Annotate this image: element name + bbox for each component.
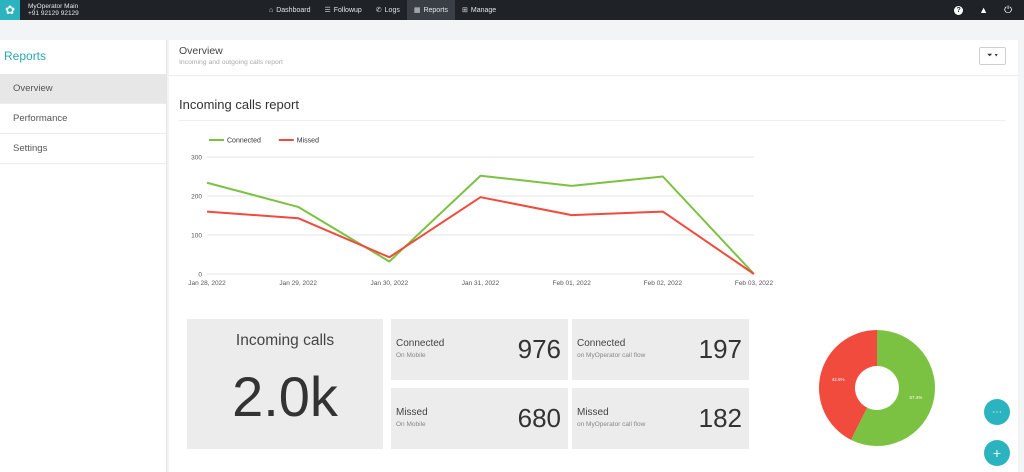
donut-slice-missed: [819, 330, 877, 440]
card-value: 976: [517, 334, 561, 364]
x-tick-label: Jan 29, 2022: [279, 280, 317, 287]
filter-icon: ⏷ ▾: [987, 52, 998, 59]
nav-label: Manage: [470, 6, 497, 14]
card-label: Missed: [577, 407, 609, 418]
x-tick-label: Jan 31, 2022: [462, 280, 500, 287]
filter-button[interactable]: ⏷ ▾: [979, 47, 1006, 65]
main-nav: ⌂ Dashboard ☰ Followup ✆ Logs ▦ Reports ⊞ Man…: [262, 0, 503, 20]
panel-header: Overview Incoming and outgoing calls rep…: [169, 40, 1018, 76]
y-tick-label: 200: [191, 194, 202, 201]
logo-icon: ✿: [0, 0, 20, 20]
x-tick-label: Jan 28, 2022: [188, 280, 226, 287]
series-line-missed: [206, 196, 755, 275]
incoming-calls-value: 2.0k: [232, 365, 338, 428]
missed-mobile-card: Missed On Mobile 680: [391, 388, 568, 449]
brand[interactable]: ✿ MyOperator Main +91 92129 92129: [0, 0, 79, 20]
more-button[interactable]: ⋯: [984, 399, 1010, 425]
card-label: Connected: [577, 338, 626, 349]
nav-followup[interactable]: ☰ Followup: [317, 0, 368, 20]
grid-icon: ⊞: [461, 7, 468, 14]
legend-label: Connected: [227, 138, 261, 145]
nav-reports[interactable]: ▦ Reports: [406, 0, 455, 20]
card-label: Missed: [396, 407, 428, 418]
nav-label: Reports: [423, 6, 448, 14]
help-icon[interactable]: ?: [954, 5, 964, 15]
nav-label: Logs: [384, 6, 400, 14]
section-title: Incoming calls report: [179, 97, 299, 112]
divider: [179, 120, 1006, 121]
donut-slice-label: 57.4%: [910, 395, 923, 400]
card-sub: On Mobile: [396, 352, 426, 359]
sidebar: Reports Overview Performance Settings: [0, 40, 167, 472]
add-button[interactable]: +: [984, 440, 1010, 466]
nav-label: Dashboard: [276, 6, 311, 14]
series-line-connected: [206, 174, 755, 275]
list-icon: ☰: [324, 7, 331, 14]
page-subtitle: Incoming and outgoing calls report: [179, 59, 283, 66]
top-actions: ? ▲ ⏻: [954, 0, 1012, 20]
more-icon: ⋯: [992, 406, 1002, 418]
x-tick-label: Jan 30, 2022: [371, 280, 409, 287]
card-value: 197: [698, 334, 742, 364]
sidebar-title: Reports: [4, 49, 47, 63]
nav-logs[interactable]: ✆ Logs: [369, 0, 407, 20]
connected-mobile-card: Connected On Mobile 976: [391, 319, 568, 380]
card-label: Connected: [396, 338, 445, 349]
missed-flow-card: Missed on MyOperator call flow 182: [572, 388, 749, 449]
connected-flow-card: Connected on MyOperator call flow 197: [572, 319, 749, 380]
calls-donut-chart: 57.4% 42.6%: [819, 330, 935, 446]
x-tick-label: Feb 02, 2022: [644, 280, 683, 287]
sidebar-item-performance[interactable]: Performance: [0, 104, 166, 134]
brand-name: MyOperator Main: [28, 3, 79, 10]
nav-manage[interactable]: ⊞ Manage: [455, 0, 503, 20]
card-sub: On Mobile: [396, 421, 426, 428]
donut-slice-label: 42.6%: [832, 377, 845, 382]
x-tick-label: Feb 03, 2022: [735, 280, 774, 287]
nav-dashboard[interactable]: ⌂ Dashboard: [262, 0, 317, 20]
chart-icon: ▦: [413, 7, 421, 14]
legend-label: Missed: [297, 138, 319, 145]
incoming-calls-card: Incoming calls 2.0k: [187, 319, 383, 449]
sidebar-item-settings[interactable]: Settings: [0, 134, 166, 164]
y-tick-label: 0: [198, 272, 202, 279]
sidebar-item-overview[interactable]: Overview: [0, 74, 166, 104]
donut-slice-connected: [850, 330, 935, 446]
page-title: Overview: [179, 45, 223, 57]
card-value: 182: [698, 403, 742, 433]
phone-icon: ✆: [375, 7, 382, 14]
card-sub: on MyOperator call flow: [577, 352, 646, 359]
card-sub: on MyOperator call flow: [577, 421, 646, 428]
incoming-calls-label: Incoming calls: [235, 332, 335, 349]
y-tick-label: 300: [191, 155, 202, 162]
x-tick-label: Feb 01, 2022: [553, 280, 592, 287]
top-navbar: ✿ MyOperator Main +91 92129 92129 ⌂ Dashb…: [0, 0, 1024, 20]
incoming-calls-chart: 0 100 200 300 Jan 28, 2022 Jan 29, 2022 Jan 30…: [188, 138, 774, 288]
brand-phone: +91 92129 92129: [28, 10, 79, 17]
nav-label: Followup: [333, 6, 362, 14]
bell-icon[interactable]: ▲: [979, 5, 989, 15]
add-icon: +: [992, 445, 1002, 461]
power-icon[interactable]: ⏻: [1004, 4, 1012, 16]
home-icon: ⌂: [269, 6, 274, 14]
y-tick-label: 100: [191, 233, 202, 240]
card-value: 680: [517, 403, 561, 433]
